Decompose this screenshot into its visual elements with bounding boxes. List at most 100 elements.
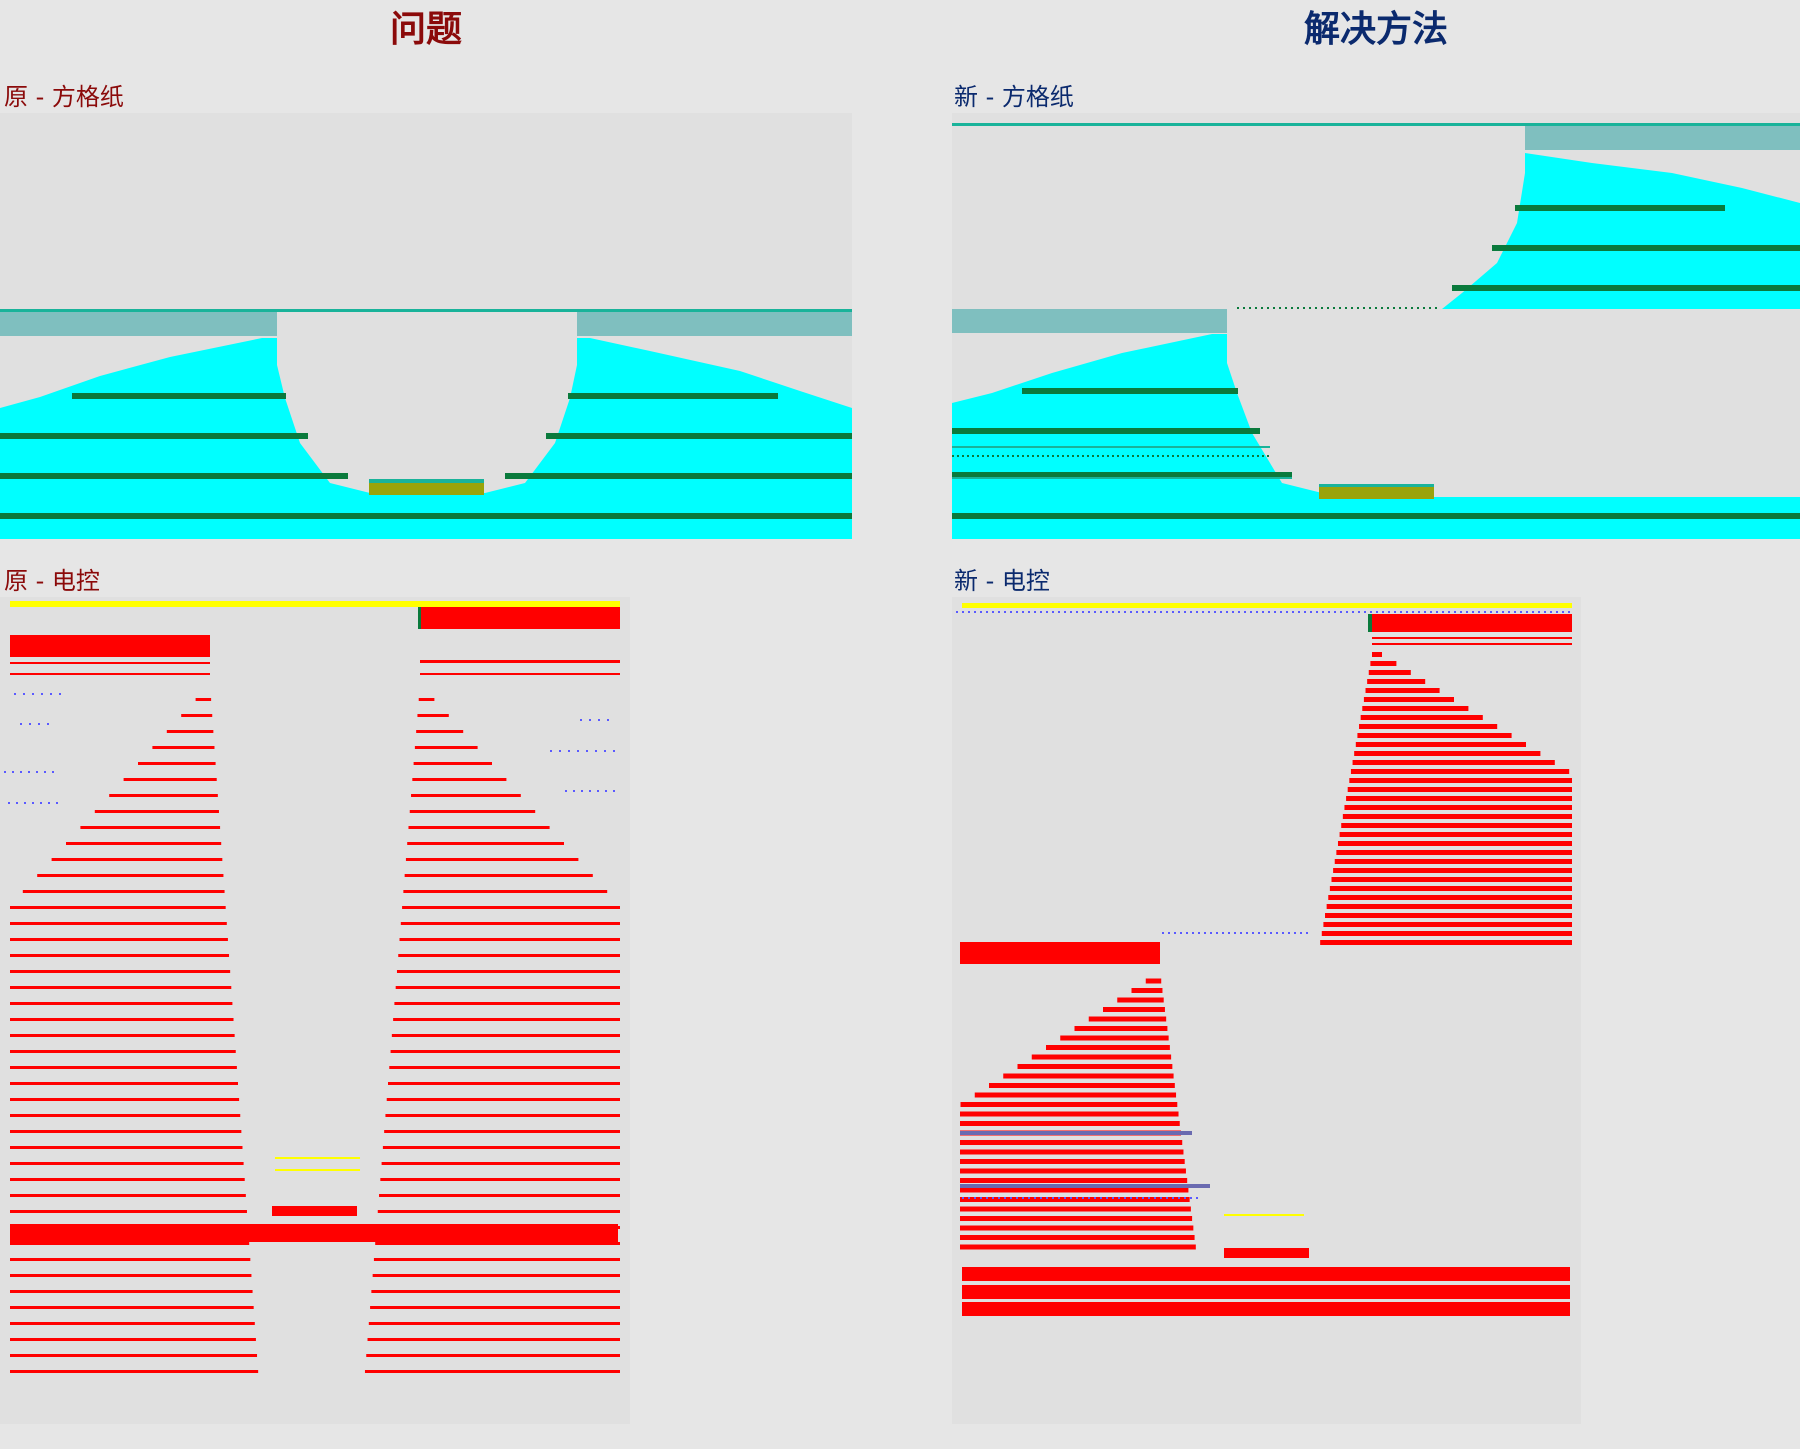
lower-teal-line-1 bbox=[952, 446, 1270, 448]
lower-red-line bbox=[960, 1178, 1188, 1183]
upper-red-line bbox=[1370, 661, 1397, 666]
left-red-line bbox=[181, 714, 213, 717]
left-red-line bbox=[195, 698, 212, 701]
upper-red-line bbox=[1331, 877, 1572, 882]
blue-dots-1 bbox=[14, 693, 61, 695]
upper-red-line bbox=[1329, 886, 1572, 891]
right-red-line bbox=[394, 1002, 620, 1005]
right-red-line bbox=[391, 1034, 620, 1037]
upper-red-line bbox=[1328, 895, 1572, 900]
solution-title: 解决方法 bbox=[1303, 9, 1448, 50]
left-green-line-3 bbox=[0, 473, 348, 479]
lower-red-line bbox=[960, 1149, 1184, 1155]
lower-red-line bbox=[1003, 1073, 1174, 1079]
lower-red-line bbox=[1074, 1026, 1168, 1031]
left-red-line bbox=[94, 810, 219, 813]
lower-red-line bbox=[989, 1083, 1175, 1088]
upper-red-line bbox=[1362, 706, 1469, 711]
left-red-line bbox=[10, 1242, 250, 1245]
lower-red-line bbox=[960, 1197, 1190, 1202]
left-red-line bbox=[10, 954, 230, 957]
upper-green-line-2 bbox=[1492, 245, 1800, 251]
right-red-line bbox=[385, 1114, 620, 1117]
right-red-line bbox=[399, 938, 620, 941]
upper-red-line bbox=[1333, 868, 1572, 873]
lower-green-line-2 bbox=[952, 428, 1260, 434]
left-red-line bbox=[10, 1130, 242, 1133]
upper-red-line bbox=[1350, 769, 1570, 774]
lower-red-line bbox=[1103, 1007, 1165, 1012]
lower-red-line bbox=[960, 1216, 1193, 1221]
blue-dots-4 bbox=[8, 802, 58, 804]
olive-pad bbox=[369, 483, 484, 495]
left-gray-band bbox=[0, 312, 277, 336]
upper-thin-2 bbox=[1372, 643, 1572, 645]
lower-green-line-1 bbox=[1022, 388, 1238, 394]
upper-red-line bbox=[1372, 652, 1382, 657]
left-red-line bbox=[10, 1002, 233, 1005]
right-red-line bbox=[409, 810, 536, 813]
new-grid-label: 新 - 方格纸 bbox=[954, 83, 1074, 111]
left-red-line bbox=[80, 826, 221, 829]
upper-green-line-1 bbox=[1515, 205, 1725, 211]
right-red-line bbox=[405, 858, 579, 861]
top-teal-line bbox=[0, 309, 852, 312]
right-red-line bbox=[412, 778, 507, 781]
bottom-red-bar-2 bbox=[962, 1285, 1570, 1299]
right-red-line bbox=[390, 1050, 620, 1053]
upper-red-line bbox=[1357, 733, 1512, 738]
left-red-line bbox=[10, 1178, 245, 1181]
orig-ctrl-diagram bbox=[4, 601, 620, 1373]
right-red-line bbox=[364, 1370, 620, 1373]
left-red-line bbox=[10, 1050, 236, 1053]
center-yellow-line bbox=[1224, 1214, 1304, 1216]
left-red-line bbox=[10, 1162, 244, 1165]
blue-dots-2 bbox=[20, 723, 49, 725]
upper-red-line bbox=[1359, 724, 1498, 729]
lower-red-line bbox=[1031, 1054, 1172, 1060]
top-yellow-line bbox=[962, 603, 1572, 608]
left-red-line bbox=[138, 762, 216, 765]
upper-thin-1 bbox=[1372, 637, 1572, 639]
orig-ctrl-panel bbox=[0, 597, 630, 1424]
right-red-line bbox=[380, 1178, 620, 1181]
upper-red-line bbox=[1337, 841, 1572, 846]
upper-red-line bbox=[1323, 922, 1572, 927]
top-left-red-block bbox=[10, 635, 210, 657]
upper-red-line bbox=[1334, 859, 1572, 864]
pad-top-edge bbox=[1319, 484, 1434, 487]
lower-blue-stripe-2 bbox=[960, 1184, 1210, 1188]
right-red-line bbox=[370, 1306, 620, 1309]
upper-red-line bbox=[1354, 751, 1541, 756]
left-red-line bbox=[10, 1338, 256, 1341]
right-red-line bbox=[381, 1162, 620, 1165]
right-red-line bbox=[396, 970, 620, 973]
problem-title: 问题 bbox=[389, 9, 462, 50]
left-green-line-1 bbox=[72, 393, 286, 399]
right-green-line-3 bbox=[505, 473, 852, 479]
right-red-line bbox=[400, 922, 620, 925]
top-right-block-edge bbox=[418, 607, 421, 629]
upper-block-edge bbox=[1368, 614, 1372, 632]
top-teal-line bbox=[952, 123, 1800, 126]
left-red-line bbox=[10, 1306, 254, 1309]
bottom-red-bar-3 bbox=[962, 1302, 1570, 1316]
lower-blue-stripe-1 bbox=[960, 1131, 1192, 1135]
upper-cyan-region bbox=[1442, 153, 1800, 309]
right-red-line bbox=[404, 874, 593, 877]
left-red-line bbox=[10, 1274, 252, 1277]
left-red-line bbox=[123, 778, 217, 781]
left-green-line-2 bbox=[0, 433, 308, 439]
upper-gray-band bbox=[1525, 126, 1800, 150]
left-red-line bbox=[10, 1194, 246, 1197]
left-red-line bbox=[10, 1082, 238, 1085]
left-red-line bbox=[10, 1322, 255, 1325]
bottom-green-line bbox=[952, 513, 1800, 519]
top-right-red-block bbox=[420, 607, 620, 629]
right-gray-band bbox=[577, 312, 852, 336]
right-top-thin-1 bbox=[420, 660, 620, 663]
right-red-line bbox=[414, 746, 478, 749]
upper-red-line bbox=[1363, 697, 1454, 702]
upper-red-line bbox=[1368, 670, 1411, 675]
new-grid-panel bbox=[952, 113, 1800, 539]
